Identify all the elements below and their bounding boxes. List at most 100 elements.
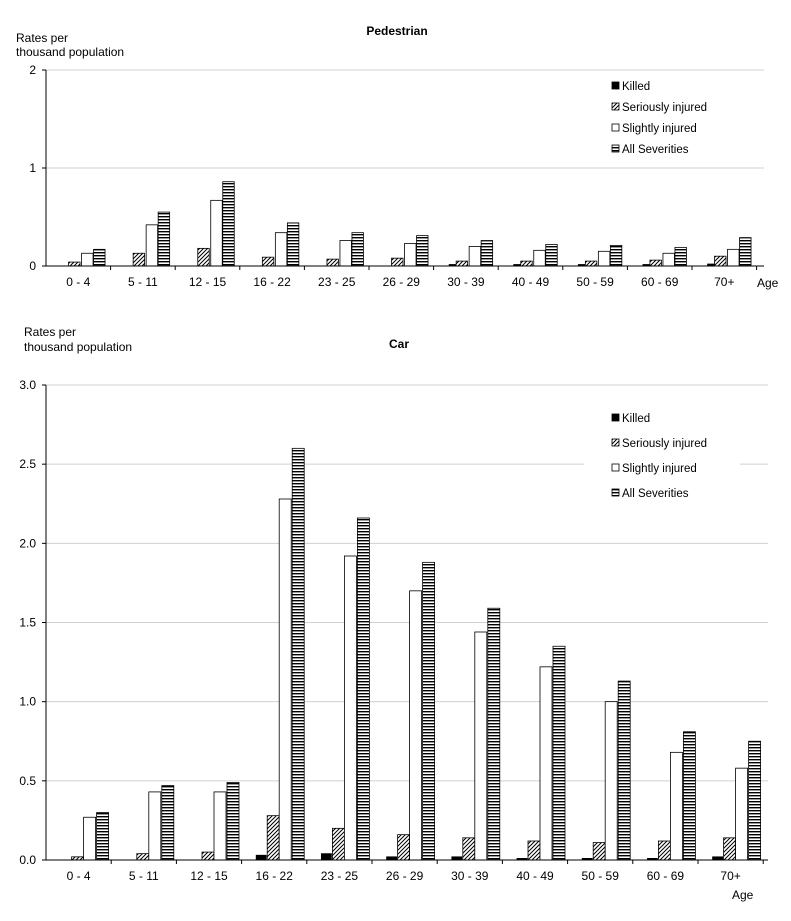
y-tick-label: 2.0 <box>19 536 36 550</box>
x-tick-label: 5 - 11 <box>129 869 159 883</box>
bar-all-severities <box>356 517 370 861</box>
legend-swatch-seriously-injured <box>611 102 620 111</box>
chart-title: Pedestrian <box>366 24 427 38</box>
bar-slightly-injured <box>145 224 159 267</box>
y-axis-label-line2: thousand population <box>16 45 124 59</box>
bar-all-severities <box>683 731 696 861</box>
bar-slightly-injured <box>81 252 94 267</box>
bar-seriously-injured <box>527 840 541 861</box>
legend-swatch-seriously-injured <box>611 438 620 447</box>
bar-seriously-injured <box>462 837 476 861</box>
y-tick-label: 1.0 <box>19 695 36 709</box>
bar-all-severities <box>96 812 109 861</box>
legend: Killed Seriously injured Slightly injure… <box>584 406 740 512</box>
bar-seriously-injured <box>197 247 210 267</box>
bar-seriously-injured <box>132 252 146 267</box>
x-tick-label: 50 - 59 <box>576 275 614 289</box>
legend-swatch-all-severities <box>611 488 620 497</box>
legend-label-all-severities: All Severities <box>622 488 689 500</box>
bar-slightly-injured <box>213 791 227 861</box>
bar-seriously-injured <box>201 851 215 861</box>
bar-all-severities <box>739 237 752 267</box>
bar-slightly-injured <box>670 751 683 861</box>
legend-label-seriously-injured: Seriously injured <box>622 102 707 114</box>
legend-label-killed: Killed <box>622 413 650 425</box>
x-tick-label: 5 - 11 <box>128 275 158 289</box>
x-tick-label: 60 - 69 <box>647 869 685 883</box>
bar-killed <box>320 853 332 861</box>
axes <box>42 384 768 864</box>
bar-all-severities <box>286 222 300 267</box>
y-tick-label: 3.0 <box>19 378 36 392</box>
x-tick-label: 12 - 15 <box>190 869 228 883</box>
y-tick-label: 1.5 <box>19 616 36 630</box>
x-axis-label: Age <box>757 276 779 290</box>
x-tick-label: 0 - 4 <box>66 275 90 289</box>
bar-seriously-injured <box>584 260 598 267</box>
bar-slightly-injured <box>278 498 292 861</box>
bar-all-severities <box>161 785 175 861</box>
gridlines <box>46 384 768 782</box>
x-tick-label: 70+ <box>720 869 740 883</box>
bar-slightly-injured <box>735 767 748 861</box>
y-tick-label: 2 <box>29 63 36 77</box>
bar-slightly-injured <box>210 199 223 267</box>
y-tick-labels: 0 1 2 <box>29 63 36 273</box>
y-tick-label: 2.5 <box>19 457 36 471</box>
x-tick-label: 16 - 22 <box>253 275 291 289</box>
legend-label-slightly-injured: Slightly injured <box>622 463 697 475</box>
bar-seriously-injured <box>397 834 411 861</box>
bar-all-severities <box>422 561 436 861</box>
legend-label-killed: Killed <box>622 81 650 93</box>
bar-seriously-injured <box>136 853 150 861</box>
bar-seriously-injured <box>331 827 345 861</box>
legend-swatch-all-severities <box>611 144 620 153</box>
x-tick-label: 50 - 59 <box>582 869 620 883</box>
bar-killed <box>255 854 267 861</box>
bar-all-severities <box>157 211 171 267</box>
bar-all-severities <box>674 246 687 267</box>
legend-swatch-slightly-injured <box>611 123 620 132</box>
x-tick-label: 23 - 25 <box>321 869 359 883</box>
bar-all-severities <box>748 740 761 861</box>
y-axis-label-line1: Rates per <box>24 325 76 339</box>
chart-title: Car <box>389 337 409 351</box>
x-tick-label: 0 - 4 <box>67 869 91 883</box>
gridlines <box>46 69 764 169</box>
bar-seriously-injured <box>261 256 275 267</box>
y-tick-label: 0 <box>29 259 36 273</box>
bar-seriously-injured <box>723 837 736 861</box>
y-tick-label: 1 <box>29 161 36 175</box>
bar-slightly-injured <box>597 250 611 267</box>
bar-slightly-injured <box>83 816 96 861</box>
bar-seriously-injured <box>714 255 727 267</box>
legend-label-slightly-injured: Slightly injured <box>622 123 697 135</box>
legend-swatch-killed <box>611 81 620 90</box>
x-tick-label: 60 - 69 <box>641 275 679 289</box>
pedestrian-chart: Pedestrian Rates per thousand population… <box>16 24 779 290</box>
legend-swatch-killed <box>611 413 620 422</box>
y-axis-label-line2: thousand population <box>24 340 132 354</box>
x-tick-label: 12 - 15 <box>189 275 227 289</box>
bar-all-severities <box>480 240 494 267</box>
bar-all-severities <box>93 248 106 267</box>
bar-seriously-injured <box>649 259 662 267</box>
bar-slightly-injured <box>468 245 482 267</box>
bar-seriously-injured <box>658 840 671 861</box>
bar-slightly-injured <box>533 249 546 267</box>
legend-background <box>584 406 740 512</box>
bars <box>68 181 752 267</box>
bar-seriously-injured <box>592 842 606 861</box>
x-tick-label: 16 - 22 <box>256 869 294 883</box>
bar-all-severities <box>617 680 631 861</box>
bar-slightly-injured <box>404 243 417 267</box>
axes <box>42 69 764 270</box>
x-tick-label: 23 - 25 <box>318 275 356 289</box>
bar-all-severities <box>609 245 623 267</box>
bar-all-severities <box>351 232 364 267</box>
bar-all-severities <box>545 244 558 267</box>
legend: Killed Seriously injured Slightly injure… <box>611 81 707 156</box>
y-tick-label: 0.5 <box>19 774 36 788</box>
bar-seriously-injured <box>266 815 280 861</box>
